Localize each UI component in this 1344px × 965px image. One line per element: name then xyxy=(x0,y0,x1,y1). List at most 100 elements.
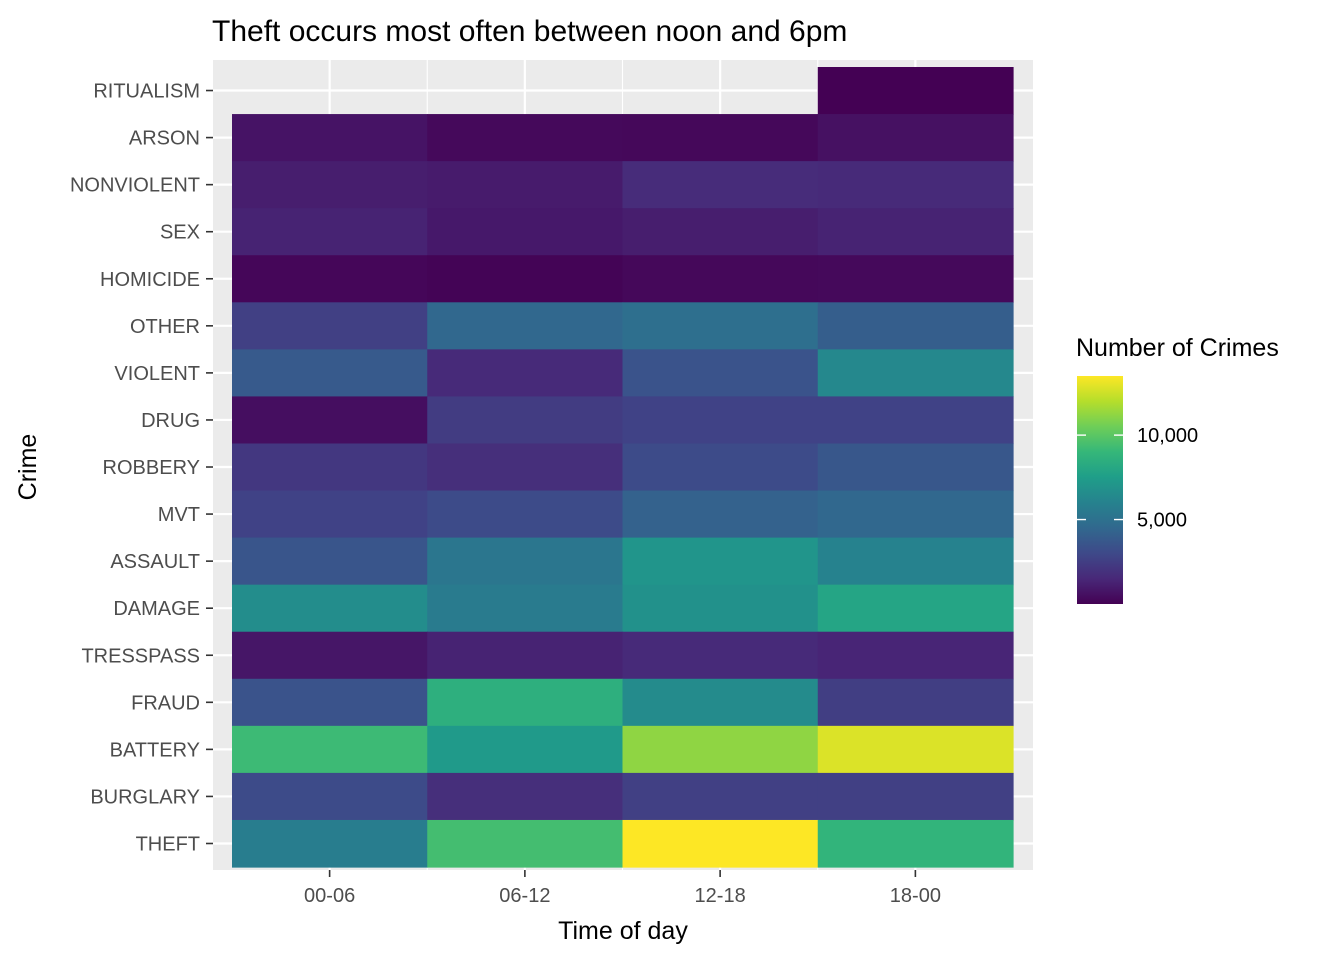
heatmap-cell-damage-12-18 xyxy=(622,584,819,633)
y-axis: RITUALISM ARSON NONVIOLENT SEX HOMICIDE OTHER… xyxy=(70,81,213,855)
heatmap-cell-homicide-18-00 xyxy=(817,255,1014,303)
colorbar-ticks: 5,000 10,000 xyxy=(1077,425,1198,532)
x-tick-label: 06-12 xyxy=(499,885,550,907)
heatmap-cell-violent-00-06 xyxy=(232,349,428,398)
y-tick-label: NONVIOLENT xyxy=(70,175,200,197)
y-tick-label: MVT xyxy=(158,504,200,526)
y-tick-label: DAMAGE xyxy=(113,598,200,620)
heatmap-cell-assault-06-12 xyxy=(427,537,624,586)
heatmap-cell-assault-00-06 xyxy=(232,537,428,586)
y-tick-label: BATTERY xyxy=(110,739,200,761)
heatmap-cell-burglary-12-18 xyxy=(622,772,819,821)
heatmap-cell-mvt-00-06 xyxy=(232,490,428,539)
heatmap-cell-theft-00-06 xyxy=(232,819,428,868)
heatmap-cell-assault-18-00 xyxy=(817,537,1014,586)
heatmap-cell-robbery-12-18 xyxy=(622,443,819,492)
heatmap-cell-arson-12-18 xyxy=(622,114,819,162)
heatmap-cell-mvt-18-00 xyxy=(817,490,1014,539)
heatmap-cell-theft-12-18 xyxy=(622,819,819,868)
heatmap-cell-theft-18-00 xyxy=(817,819,1014,868)
y-tick-label: ROBBERY xyxy=(103,457,200,479)
heatmap-cell-violent-18-00 xyxy=(817,349,1014,398)
heatmap-cell-fraud-06-12 xyxy=(427,678,624,727)
y-tick-label: THEFT xyxy=(136,833,200,855)
x-tick-label: 12-18 xyxy=(695,885,746,907)
heatmap-cell-other-00-06 xyxy=(232,302,428,350)
heatmap-cell-fraud-00-06 xyxy=(232,678,428,727)
heatmap-cell-other-12-18 xyxy=(622,302,819,350)
heatmap-cell-robbery-00-06 xyxy=(232,443,428,492)
colorbar-tick-label: 10,000 xyxy=(1137,425,1198,447)
heatmap-cell-burglary-00-06 xyxy=(232,772,428,821)
heatmap-cell-sex-06-12 xyxy=(427,208,624,256)
y-tick-label: RITUALISM xyxy=(93,81,200,103)
heatmap-cell-mvt-06-12 xyxy=(427,490,624,539)
heatmap-cell-homicide-00-06 xyxy=(232,255,428,303)
heatmap-cell-damage-00-06 xyxy=(232,584,428,633)
heatmap-cell-mvt-12-18 xyxy=(622,490,819,539)
y-tick-label: ASSAULT xyxy=(110,551,200,573)
y-tick-label: VIOLENT xyxy=(114,363,200,385)
colorbar-tick-label: 5,000 xyxy=(1137,510,1187,532)
heatmap-cell-tresspass-06-12 xyxy=(427,631,624,680)
heatmap-cell-theft-06-12 xyxy=(427,819,624,868)
heatmap-cell-nonviolent-00-06 xyxy=(232,161,428,209)
x-tick-label: 18-00 xyxy=(890,885,941,907)
heatmap-cell-other-06-12 xyxy=(427,302,624,350)
colorbar xyxy=(1077,376,1123,604)
heatmap-cell-violent-06-12 xyxy=(427,349,624,398)
heatmap-cell-arson-00-06 xyxy=(232,114,428,162)
y-axis-title: Crime xyxy=(14,434,42,501)
heatmap-cell-drug-06-12 xyxy=(427,396,624,445)
y-tick-label: SEX xyxy=(160,222,200,244)
x-tick-label: 00-06 xyxy=(304,885,355,907)
heatmap-cell-ritualism-18-00 xyxy=(817,67,1014,115)
x-axis-title: Time of day xyxy=(558,917,688,945)
heatmap-cell-sex-12-18 xyxy=(622,208,819,256)
heatmap-cell-burglary-06-12 xyxy=(427,772,624,821)
heatmap-cell-battery-18-00 xyxy=(817,725,1014,774)
heatmap-cell-assault-12-18 xyxy=(622,537,819,586)
heatmap-cell-fraud-18-00 xyxy=(817,678,1014,727)
y-tick-label: BURGLARY xyxy=(90,786,200,808)
x-axis: 00-06 06-12 12-18 18-00 xyxy=(304,870,941,907)
y-tick-label: OTHER xyxy=(130,316,200,338)
heatmap-cell-tresspass-18-00 xyxy=(817,631,1014,680)
heatmap-cell-drug-00-06 xyxy=(232,396,428,445)
heatmap-cell-battery-00-06 xyxy=(232,725,428,774)
y-tick-label: HOMICIDE xyxy=(100,269,200,291)
heatmap-cell-homicide-06-12 xyxy=(427,255,624,303)
heatmap-cell-tresspass-12-18 xyxy=(622,631,819,680)
heatmap-cell-damage-18-00 xyxy=(817,584,1014,633)
heatmap-cell-drug-12-18 xyxy=(622,396,819,445)
chart-title: Theft occurs most often between noon and… xyxy=(212,15,847,48)
heatmap-cell-damage-06-12 xyxy=(427,584,624,633)
heatmap-cell-sex-18-00 xyxy=(817,208,1014,256)
heatmap-cell-arson-18-00 xyxy=(817,114,1014,162)
heatmap-cell-battery-12-18 xyxy=(622,725,819,774)
y-tick-label: FRAUD xyxy=(131,692,200,714)
heatmap-cells xyxy=(232,67,1014,868)
heatmap-cell-homicide-12-18 xyxy=(622,255,819,303)
heatmap-cell-robbery-06-12 xyxy=(427,443,624,492)
y-tick-label: DRUG xyxy=(141,410,200,432)
heatmap-cell-fraud-12-18 xyxy=(622,678,819,727)
colorbar-legend: Number of Crimes 5,000 10,000 xyxy=(1076,334,1279,604)
y-tick-label: ARSON xyxy=(129,128,200,150)
heatmap-cell-sex-00-06 xyxy=(232,208,428,256)
heatmap-cell-arson-06-12 xyxy=(427,114,624,162)
legend-title: Number of Crimes xyxy=(1076,334,1279,362)
heatmap-cell-other-18-00 xyxy=(817,302,1014,350)
heatmap-cell-tresspass-00-06 xyxy=(232,631,428,680)
heatmap-cell-robbery-18-00 xyxy=(817,443,1014,492)
heatmap-cell-nonviolent-06-12 xyxy=(427,161,624,209)
heatmap-cell-battery-06-12 xyxy=(427,725,624,774)
heatmap-cell-drug-18-00 xyxy=(817,396,1014,445)
heatmap-cell-burglary-18-00 xyxy=(817,772,1014,821)
y-tick-label: TRESSPASS xyxy=(81,645,200,667)
heatmap-cell-violent-12-18 xyxy=(622,349,819,398)
heatmap-cell-nonviolent-12-18 xyxy=(622,161,819,209)
heatmap-cell-nonviolent-18-00 xyxy=(817,161,1014,209)
